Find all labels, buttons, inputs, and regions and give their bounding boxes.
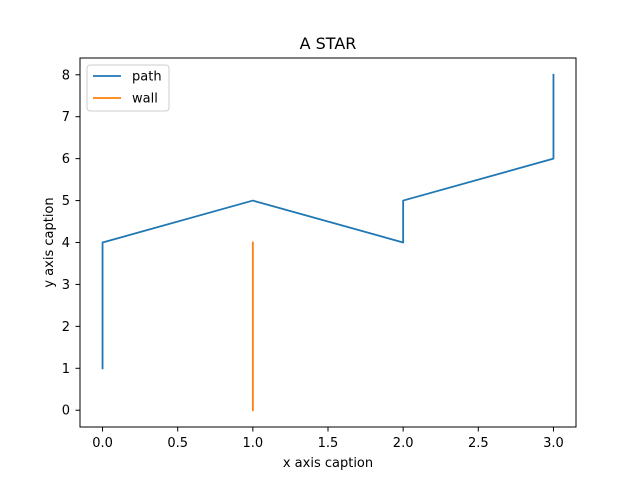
legend: path wall (86, 64, 170, 112)
y-tick-label: 8 (62, 68, 70, 83)
x-tick-label: 0.5 (167, 436, 188, 451)
y-tick-label: 0 (62, 404, 70, 419)
x-tick-label: 2.0 (393, 436, 414, 451)
legend-label-path: path (132, 70, 162, 85)
x-tick-label: 1.5 (318, 436, 339, 451)
y-tick-label: 1 (62, 362, 70, 377)
x-axis-label: x axis caption (283, 456, 373, 471)
legend-label-wall: wall (132, 92, 158, 107)
y-tick-label: 7 (62, 110, 70, 125)
x-tick-label: 2.5 (468, 436, 489, 451)
y-tick-label: 3 (62, 278, 70, 293)
y-tick-label: 5 (62, 194, 70, 209)
chart-title: A STAR (300, 34, 357, 53)
x-tick-label: 1.0 (243, 436, 264, 451)
legend-entries: path wall (93, 70, 162, 107)
y-axis-ticks: 0 1 2 3 4 5 6 7 8 (62, 68, 80, 419)
y-tick-label: 6 (62, 152, 70, 167)
x-tick-label: 0.0 (92, 436, 113, 451)
series-layer (101, 73, 555, 412)
y-axis-label: y axis caption (42, 197, 57, 287)
x-axis-ticks: 0.0 0.5 1.0 1.5 2.0 2.5 3.0 (92, 427, 564, 451)
x-tick-label: 3.0 (543, 436, 564, 451)
series-line-path (101, 73, 555, 370)
y-tick-label: 2 (62, 320, 70, 335)
y-tick-label: 4 (62, 236, 70, 251)
